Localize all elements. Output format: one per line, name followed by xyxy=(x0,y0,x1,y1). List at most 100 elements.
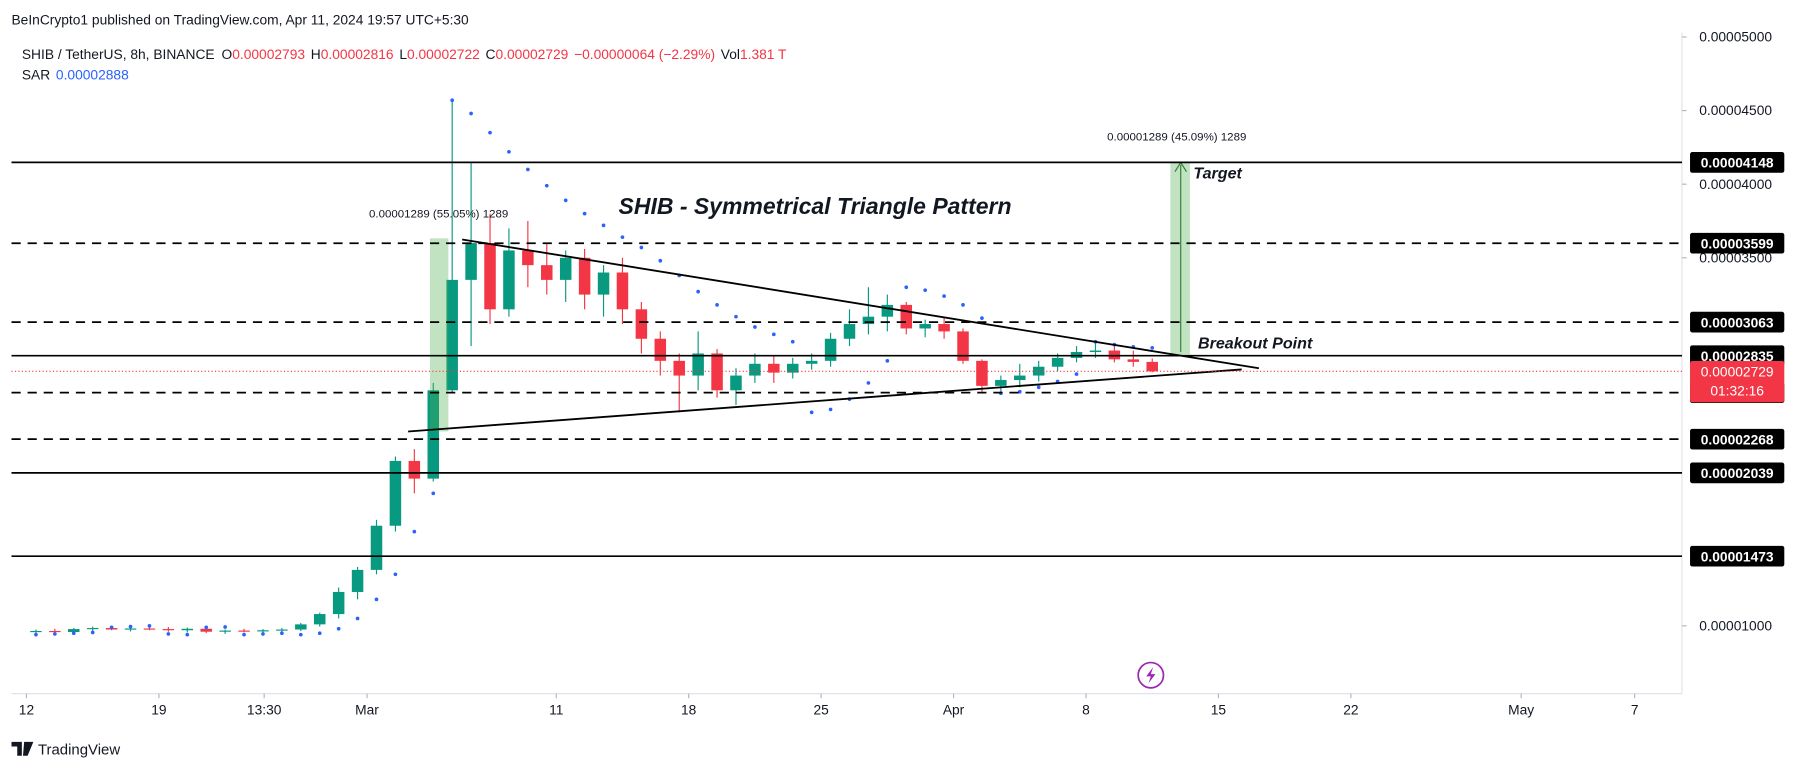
candle-body xyxy=(181,628,194,631)
sar-dot xyxy=(582,211,587,216)
x-tick-label: 15 xyxy=(1211,702,1227,717)
sar-dot xyxy=(715,303,719,307)
sar-dot xyxy=(526,167,530,172)
candle-body xyxy=(786,363,799,373)
change: −0.00000064 (−2.29%) xyxy=(574,47,715,62)
sar-dot xyxy=(393,572,398,577)
candle-body xyxy=(1127,359,1140,362)
sar-dot xyxy=(1036,385,1041,390)
level-label: 0.00002268 xyxy=(1701,432,1774,447)
publisher: BeInCrypto1 published on TradingView.com… xyxy=(11,12,469,27)
event-bolt xyxy=(1146,667,1156,684)
level-box xyxy=(1690,545,1785,567)
sar-dot xyxy=(1150,346,1155,350)
symbol-legend: SHIB / TetherUS, 8h, BINANCE O0.00002793 H… xyxy=(22,47,787,62)
candle-body xyxy=(995,379,1007,386)
level-label: 0.00002039 xyxy=(1701,466,1774,481)
sar-dot xyxy=(147,623,152,628)
sar-dot xyxy=(980,316,984,320)
x-tick-label: 12 xyxy=(19,702,34,717)
x-tick-label: May xyxy=(1508,702,1534,717)
ohlc-label: O xyxy=(222,47,233,62)
ohlc-label: H xyxy=(311,47,321,62)
sar-dot xyxy=(942,294,946,298)
sar-dot xyxy=(1074,372,1079,376)
sar-dot xyxy=(923,288,928,293)
candle-body xyxy=(559,257,572,280)
target-label: Target xyxy=(1193,165,1242,183)
level-box xyxy=(1690,311,1785,333)
sar-dot xyxy=(431,491,436,496)
sar-dot xyxy=(790,339,795,344)
sar-dot xyxy=(450,98,455,103)
candle-body xyxy=(332,591,345,615)
candle-body xyxy=(124,628,137,630)
pattern-title: SHIB - Symmetrical Triangle Pattern xyxy=(619,193,1012,219)
sar-dot xyxy=(1017,389,1022,394)
sar-dot xyxy=(601,223,606,228)
candle-body xyxy=(370,525,383,570)
level-label: 0.00001473 xyxy=(1701,549,1774,564)
candle-body xyxy=(1051,357,1064,367)
sar-dot xyxy=(355,616,360,621)
sar-dot xyxy=(696,289,700,294)
sar-dot xyxy=(866,381,871,385)
sar-dot xyxy=(809,410,814,415)
event-icon[interactable] xyxy=(1137,661,1165,689)
candle-body xyxy=(465,243,477,280)
sar-dot xyxy=(128,624,133,629)
ohlc-value: 0.00002816 xyxy=(321,47,394,62)
x-tick-label: Mar xyxy=(355,702,379,717)
candle-body xyxy=(541,265,553,280)
candle-body xyxy=(938,324,950,332)
candle-body xyxy=(408,460,421,479)
sar-dot xyxy=(317,631,322,636)
sar-dot xyxy=(412,529,417,534)
ohlc-value: 0.00002793 xyxy=(232,47,305,62)
ohlc-value: 0.00002729 xyxy=(496,47,569,62)
candle-body xyxy=(351,569,364,592)
candle-body xyxy=(522,250,534,266)
sar-dot xyxy=(639,245,644,250)
level-box xyxy=(1690,428,1785,450)
candle-body xyxy=(503,250,515,310)
measure-label: 0.00001289 (55.05%) 1289 xyxy=(369,209,508,221)
x-tick-label: Apr xyxy=(943,702,965,717)
sar-dot xyxy=(885,359,890,363)
candle-body xyxy=(1146,361,1158,372)
level-box xyxy=(1690,462,1785,484)
level-label: 0.00004148 xyxy=(1701,156,1774,171)
last-price-box xyxy=(1690,360,1785,403)
sar-value: 0.00002888 xyxy=(56,68,129,83)
candle-body xyxy=(238,630,250,632)
level-label: 0.00003063 xyxy=(1701,315,1774,330)
sar-dot xyxy=(261,632,265,636)
sar-dot xyxy=(71,631,76,636)
sar-dot xyxy=(298,632,303,637)
candle-body xyxy=(673,360,685,376)
sar-dot xyxy=(828,407,833,412)
sar-dot xyxy=(109,625,114,630)
sar-dot xyxy=(242,632,246,637)
candle-body xyxy=(276,629,288,631)
x-tick-label: 25 xyxy=(813,702,829,717)
measure-box xyxy=(429,238,449,432)
sar-dot xyxy=(904,285,909,290)
branding: TradingView xyxy=(38,742,120,759)
candle-body xyxy=(30,630,42,633)
candle-body xyxy=(427,390,440,479)
level-box xyxy=(1690,152,1785,173)
sar-label: SAR xyxy=(22,68,50,83)
candle-body xyxy=(257,630,269,632)
candle-body xyxy=(143,628,156,630)
candle-body xyxy=(295,624,307,630)
candle-body xyxy=(635,309,648,339)
candle-body xyxy=(1014,375,1026,380)
candle-body xyxy=(824,338,837,361)
candle-body xyxy=(162,629,175,631)
candle-body xyxy=(446,279,458,391)
candle-body xyxy=(976,360,988,386)
volume: 1.381 T xyxy=(740,47,787,62)
ohlc-label: C xyxy=(486,47,496,62)
x-tick-label: 22 xyxy=(1343,702,1358,717)
